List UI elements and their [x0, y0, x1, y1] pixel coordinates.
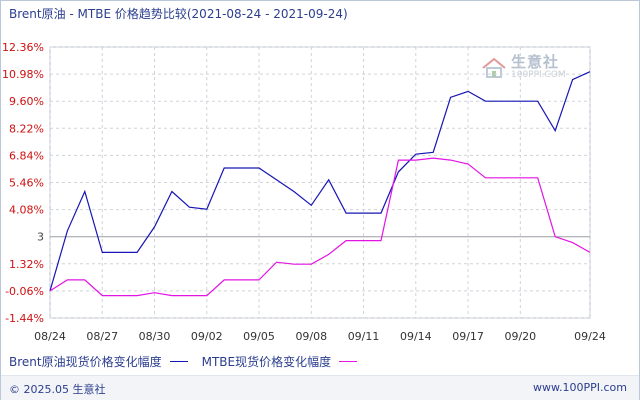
x-tick-label: 09/08 — [295, 330, 327, 343]
y-tick-label: 1.32% — [9, 258, 44, 271]
house-logo-icon — [482, 57, 506, 78]
x-tick-label: 09/14 — [400, 330, 432, 343]
x-tick-label: 09/17 — [452, 330, 484, 343]
site-link[interactable]: www.100PPI.com — [533, 381, 627, 394]
x-tick-label: 09/05 — [243, 330, 275, 343]
copyright-text: © 2025.05 生意社 — [9, 383, 106, 396]
y-tick-label: 8.22% — [9, 122, 44, 135]
x-tick-label: 09/11 — [348, 330, 380, 343]
footer-bar: © 2025.05 生意社 www.100PPI.com — [1, 375, 639, 400]
legend-label-mtbe: MTBE现货价格变化幅度 — [201, 355, 332, 369]
y-tick-label: 12.36% — [2, 41, 44, 54]
x-tick-label: 08/24 — [34, 330, 66, 343]
legend-swatch-mtbe — [339, 361, 358, 362]
legend-item-brent: Brent原油现货价格变化幅度 — [9, 353, 188, 370]
watermark-name: 生意社 — [511, 53, 560, 71]
series-line-brent — [49, 71, 591, 292]
watermark-url: 100PPI.COM — [511, 70, 566, 80]
x-tick-label: 09/02 — [191, 330, 223, 343]
x-tick-label: 09/24 — [574, 330, 606, 343]
y-tick-label: 3 — [37, 231, 44, 244]
y-tick-label: -1.44% — [5, 312, 44, 325]
y-tick-label: 10.98% — [2, 68, 44, 81]
y-tick-label: 4.08% — [9, 204, 44, 217]
watermark: 生意社 100PPI.COM — [481, 55, 566, 80]
x-tick-label: 09/20 — [504, 330, 536, 343]
legend-swatch-brent — [169, 361, 188, 362]
y-tick-label: -0.06% — [5, 285, 44, 298]
legend-label-brent: Brent原油现货价格变化幅度 — [9, 355, 162, 369]
x-tick-label: 08/27 — [86, 330, 118, 343]
y-tick-label: 9.60% — [9, 95, 44, 108]
legend-item-mtbe: MTBE现货价格变化幅度 — [202, 353, 358, 370]
chart-title: Brent原油 - MTBE 价格趋势比较(2021-08-24 - 2021-… — [9, 7, 348, 21]
series-line-mtbe — [49, 157, 591, 297]
x-tick-label: 08/30 — [139, 330, 171, 343]
y-tick-label: 5.46% — [9, 177, 44, 190]
legend: Brent原油现货价格变化幅度 MTBE现货价格变化幅度 — [9, 353, 371, 370]
y-tick-label: 6.84% — [9, 149, 44, 162]
